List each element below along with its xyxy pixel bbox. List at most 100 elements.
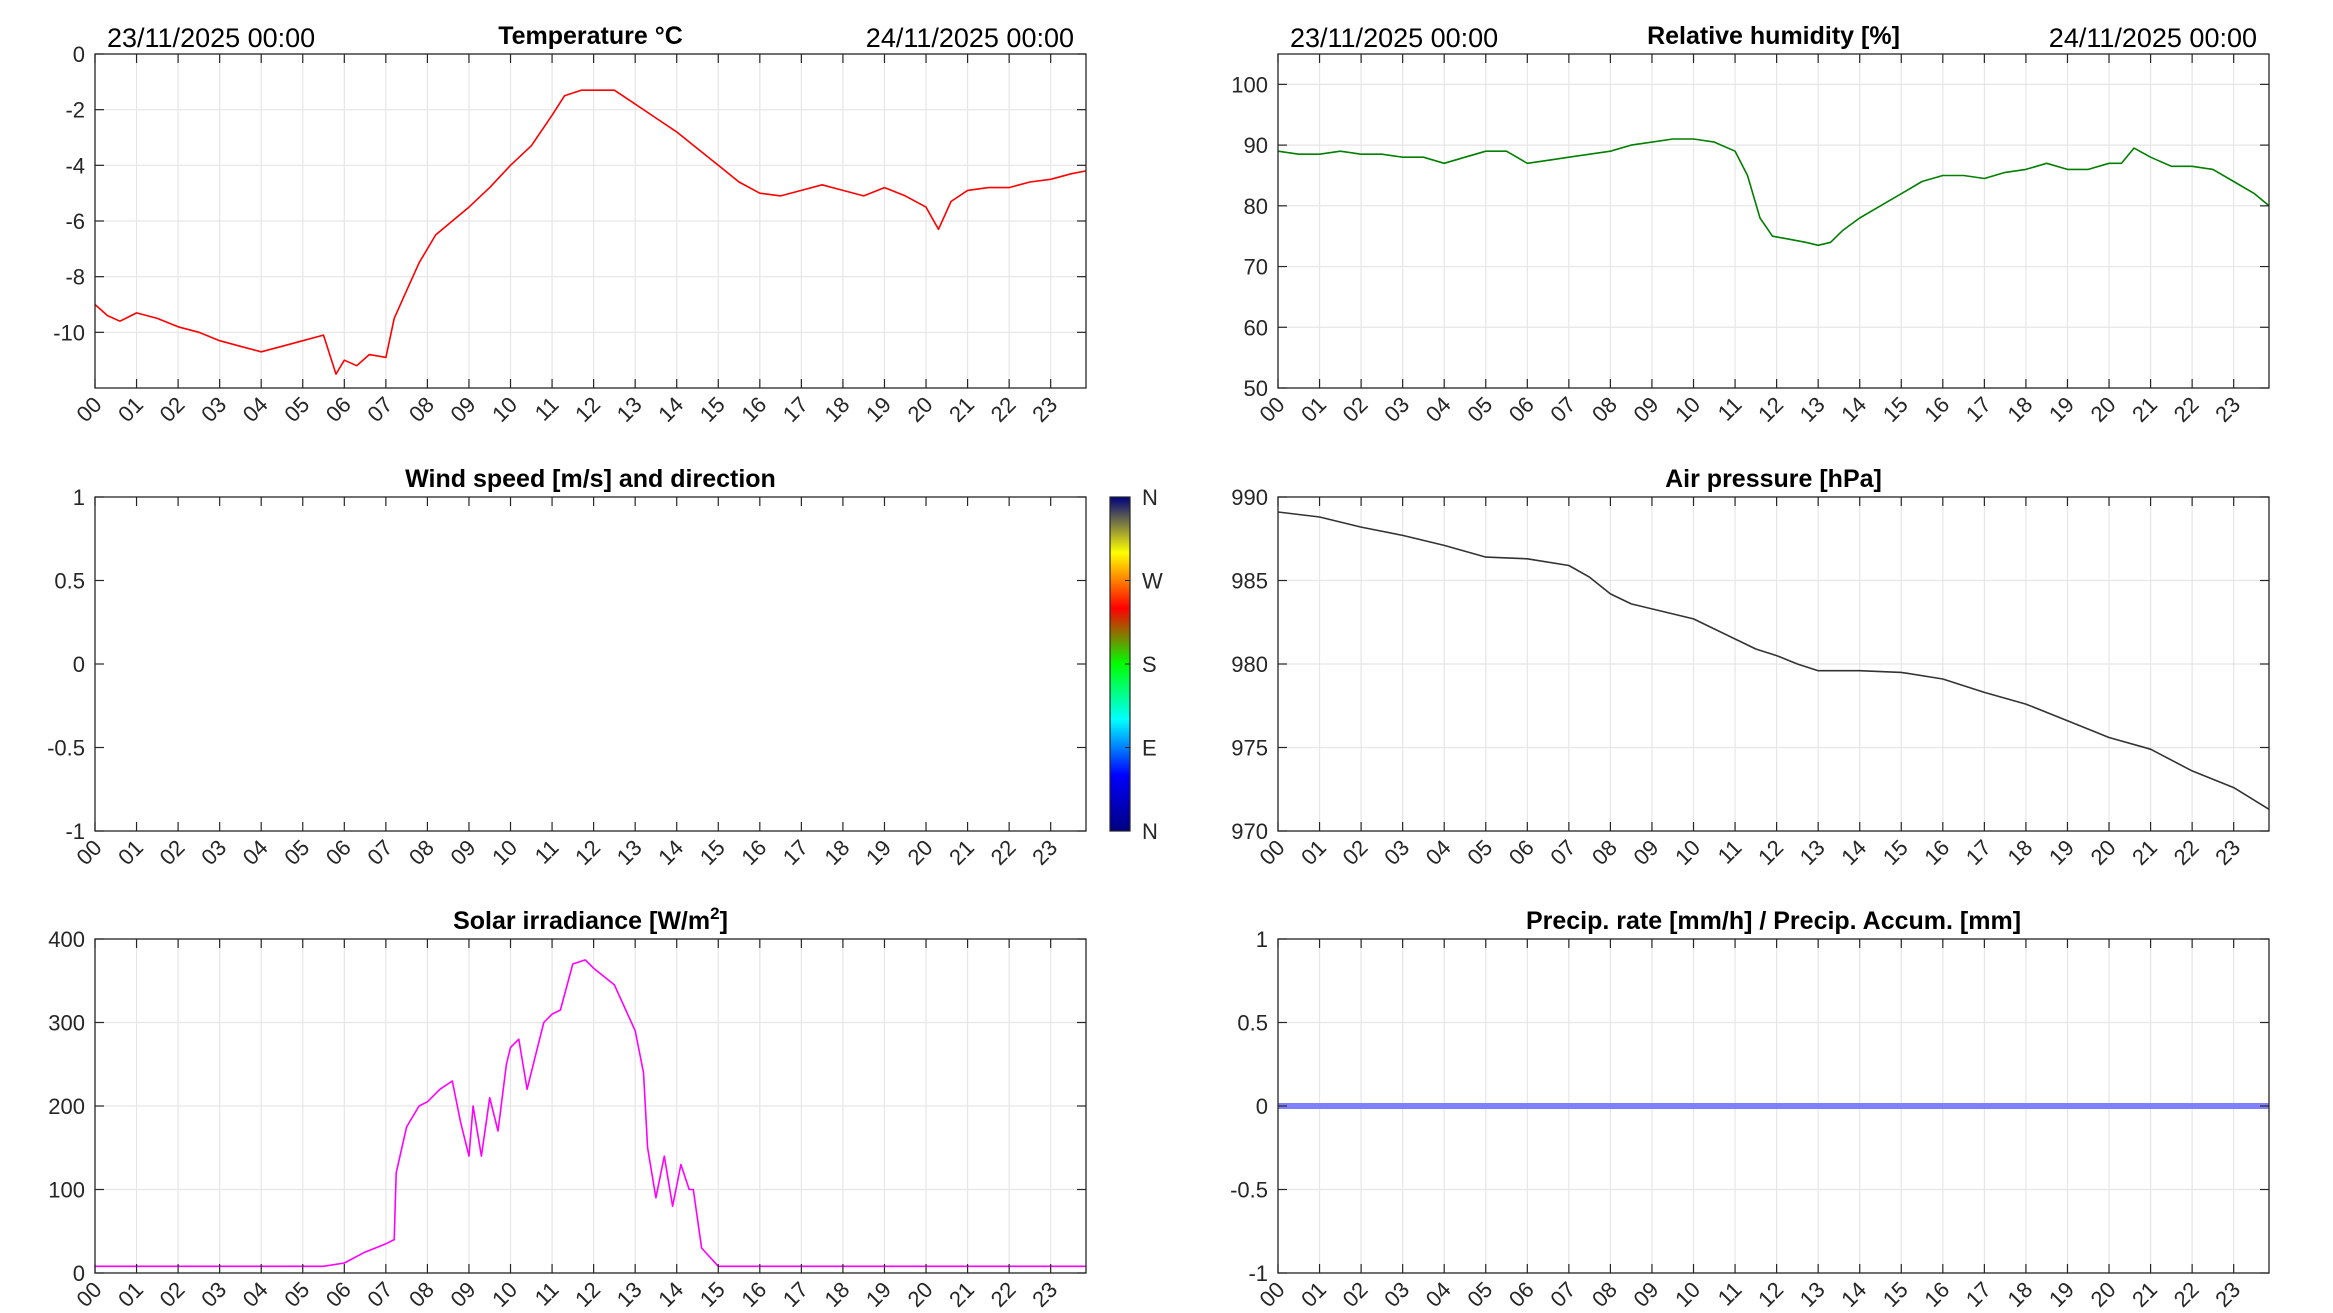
pressure-xtick-label: 01 [1296, 835, 1331, 870]
colorbar-label: N [1142, 485, 1158, 510]
colorbar-label: W [1142, 569, 1163, 594]
humidity-date-right: 24/11/2025 00:00 [2049, 23, 2257, 53]
colorbar-label: S [1142, 652, 1157, 677]
temperature-date-right: 24/11/2025 00:00 [866, 23, 1074, 53]
temperature-xtick-label: 06 [321, 392, 356, 427]
solar-xtick-label: 06 [321, 1277, 356, 1312]
precip-xtick-label: 18 [2002, 1277, 2037, 1312]
precip-xtick-label: 09 [1629, 1277, 1664, 1312]
temperature-series-line [94, 89, 1087, 375]
humidity-xtick-label: 18 [2002, 392, 2037, 427]
solar-ytick-label: 100 [48, 1178, 85, 1203]
pressure-xtick-label: 16 [1919, 835, 1954, 870]
humidity-xtick-label: 05 [1462, 392, 1497, 427]
solar-title-end: ] [720, 907, 728, 935]
wind-xtick-label: 20 [903, 835, 938, 870]
precip-xtick-label: 15 [1878, 1277, 1913, 1312]
solar-xtick-label: 11 [530, 1277, 564, 1311]
solar-xtick-label: 22 [986, 1277, 1021, 1312]
precip-xtick-label: 14 [1836, 1277, 1871, 1312]
humidity-ytick-label: 80 [1244, 194, 1268, 219]
pressure-xtick-label: 13 [1795, 835, 1830, 870]
wind-xtick-label: 06 [321, 835, 356, 870]
precip-xtick-label: 10 [1670, 1277, 1705, 1312]
wind-xtick-label: 08 [404, 835, 439, 870]
temperature-xtick-label: 03 [196, 392, 231, 427]
solar-xtick-label: 03 [196, 1277, 231, 1312]
wind-ytick-label: 0 [73, 652, 85, 677]
temperature-xtick-label: 09 [446, 392, 481, 427]
solar-title: Solar irradiance [W/m2] [453, 904, 728, 935]
precip-ytick-label: 0 [1256, 1094, 1268, 1119]
humidity-xtick-label: 04 [1421, 392, 1456, 427]
temperature-xtick-label: 22 [986, 392, 1021, 427]
solar-xtick-label: 10 [487, 1277, 522, 1312]
precip-xtick-label: 22 [2169, 1277, 2204, 1312]
humidity-xtick-label: 03 [1379, 392, 1414, 427]
temperature-xtick-label: 11 [530, 392, 564, 426]
wind-xtick-label: 11 [530, 835, 564, 869]
precip-ytick-label: -0.5 [1230, 1178, 1268, 1203]
pressure-xtick-label: 17 [1961, 835, 1996, 870]
solar-ytick-label: 300 [48, 1011, 85, 1036]
humidity-xtick-label: 01 [1296, 392, 1331, 427]
wind-xtick-label: 21 [944, 835, 979, 870]
humidity-xtick-label: 19 [2044, 392, 2079, 427]
solar-xtick-label: 09 [446, 1277, 481, 1312]
humidity-xtick-label: 13 [1795, 392, 1830, 427]
precip-ytick-label: 0.5 [1237, 1011, 1268, 1036]
pressure-ytick-label: 970 [1231, 819, 1268, 844]
precip-ytick-label: 1 [1256, 927, 1268, 952]
wind-xtick-label: 05 [279, 835, 314, 870]
temperature-xtick-label: 23 [1027, 392, 1062, 427]
wind-plot-area [95, 497, 1086, 831]
wind-xtick-label: 14 [653, 835, 688, 870]
pressure-xtick-label: 22 [2169, 835, 2204, 870]
wind-ytick-label: -0.5 [47, 736, 85, 761]
solar-series-line [95, 959, 1086, 1268]
humidity-xtick-label: 15 [1878, 392, 1913, 427]
precip-title: Precip. rate [mm/h] / Precip. Accum. [mm… [1526, 907, 2021, 935]
pressure-xtick-label: 19 [2044, 835, 2079, 870]
temperature-xtick-label: 17 [778, 392, 813, 427]
temperature-ytick-label: -10 [53, 320, 85, 345]
humidity-xtick-label: 14 [1836, 392, 1871, 427]
temperature-xtick-label: 19 [861, 392, 896, 427]
humidity-ytick-label: 70 [1244, 255, 1268, 280]
pressure-series-line [1277, 511, 2270, 810]
wind-ytick-label: -1 [65, 819, 85, 844]
precip-xtick-label: 23 [2210, 1277, 2245, 1312]
humidity-xtick-label: 20 [2086, 392, 2121, 427]
humidity-xtick-label: 23 [2210, 392, 2245, 427]
temperature-xtick-label: 05 [279, 392, 314, 427]
temperature-xtick-label: 01 [113, 392, 148, 427]
humidity-xtick-label: 17 [1961, 392, 1996, 427]
pressure-xtick-label: 18 [2002, 835, 2037, 870]
solar-xtick-label: 19 [861, 1277, 896, 1312]
pressure-xtick-label: 21 [2127, 835, 2162, 870]
wind-xtick-label: 15 [695, 835, 730, 870]
precip-ytick-label: -1 [1248, 1261, 1268, 1286]
humidity-ytick-label: 50 [1244, 376, 1268, 401]
temperature-xtick-label: 18 [819, 392, 854, 427]
wind-chart: 10.50-0.5-100 01 02 03 04 05 06 07 08 09 10 11 12 13 1… [47, 465, 1163, 870]
pressure-xtick-label: 12 [1753, 835, 1788, 870]
precip-xtick-label: 07 [1545, 1277, 1580, 1312]
pressure-xtick-label: 05 [1462, 835, 1497, 870]
humidity-xtick-label: 22 [2169, 392, 2204, 427]
wind-xtick-label: 13 [612, 835, 647, 870]
temperature-xtick-label: 08 [404, 392, 439, 427]
temperature-title: Temperature °C [498, 22, 683, 50]
wind-ytick-label: 1 [73, 485, 85, 510]
solar-title-main: Solar irradiance [W/m [453, 907, 710, 935]
precip-xtick-label: 12 [1753, 1277, 1788, 1312]
temperature-xtick-label: 04 [238, 392, 273, 427]
humidity-xtick-label: 02 [1338, 392, 1373, 427]
precip-xtick-label: 02 [1338, 1277, 1373, 1312]
humidity-ytick-label: 100 [1231, 72, 1268, 97]
pressure-xtick-label: 03 [1379, 835, 1414, 870]
pressure-xtick-label: 04 [1421, 835, 1456, 870]
wind-title: Wind speed [m/s] and direction [405, 465, 776, 493]
